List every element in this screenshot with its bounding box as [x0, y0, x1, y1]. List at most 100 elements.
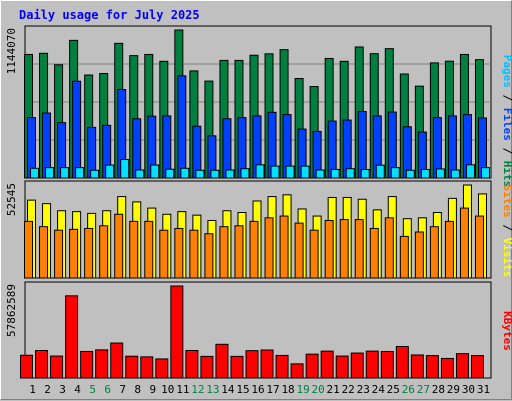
pages-bar: [270, 165, 280, 179]
day-label: 29: [447, 383, 460, 396]
day-label: 12: [191, 383, 204, 396]
pages-bar: [165, 168, 175, 179]
pages-bar: [45, 167, 55, 179]
pages-bar: [450, 169, 460, 179]
day-label: 15: [236, 383, 249, 396]
kbytes-bar: [155, 358, 169, 379]
legend-segment: /: [501, 141, 512, 161]
sites-bar: [459, 207, 469, 279]
pages-bar: [30, 167, 40, 179]
pages-bar: [465, 164, 475, 179]
legend-segment: /: [501, 218, 512, 238]
panel-3-legend: KBytes: [501, 311, 512, 351]
kbytes-bar: [140, 356, 154, 379]
panel-1-max-label: 1144070: [5, 28, 18, 74]
day-label: 8: [134, 383, 141, 396]
pages-bar: [195, 169, 205, 179]
pages-bar: [390, 167, 400, 179]
pages-bar: [135, 169, 145, 179]
sites-bar: [279, 215, 289, 279]
kbytes-bar: [290, 363, 304, 379]
pages-bar: [240, 168, 250, 179]
day-label: 21: [327, 383, 340, 396]
pages-bar: [330, 168, 340, 179]
sites-bar: [219, 226, 229, 279]
day-label: 9: [149, 383, 156, 396]
sites-bar: [99, 225, 109, 279]
day-label: 22: [342, 383, 355, 396]
sites-bar: [144, 220, 154, 279]
day-label: 10: [161, 383, 174, 396]
day-label: 2: [44, 383, 51, 396]
day-label: 7: [119, 383, 126, 396]
kbytes-bar: [95, 349, 109, 379]
day-label: 30: [462, 383, 475, 396]
pages-bar: [225, 169, 235, 179]
day-label: 19: [296, 383, 309, 396]
sites-bar: [129, 220, 139, 279]
day-label: 3: [59, 383, 66, 396]
files-bar: [72, 80, 82, 179]
sites-bar: [264, 217, 274, 279]
day-label: 18: [281, 383, 294, 396]
day-label: 5: [89, 383, 96, 396]
sites-bar: [174, 227, 184, 279]
kbytes-bar: [410, 354, 424, 379]
day-label: 17: [266, 383, 279, 396]
legend-segment: KBytes: [501, 311, 512, 351]
day-label: 11: [176, 383, 189, 396]
kbytes-bar: [350, 352, 364, 379]
kbytes-bar: [230, 355, 244, 379]
files-bar: [162, 115, 172, 179]
files-bar: [357, 111, 367, 179]
day-label: 26: [402, 383, 415, 396]
files-bar: [132, 118, 142, 179]
panel-2-legend: Sites / Visits: [501, 185, 512, 278]
files-bar: [222, 118, 232, 179]
day-label: 13: [206, 383, 219, 396]
day-label: 20: [312, 383, 325, 396]
kbytes-bar: [80, 350, 94, 379]
sites-bar: [24, 220, 34, 279]
sites-bar: [234, 225, 244, 279]
day-label: 31: [477, 383, 490, 396]
pages-bar: [180, 167, 190, 179]
sites-bar: [429, 226, 439, 279]
kbytes-bar: [50, 355, 64, 379]
pages-bar: [90, 169, 100, 179]
sites-bar: [54, 229, 64, 279]
day-label: 14: [221, 383, 235, 396]
chart-title: Daily usage for July 2025: [19, 8, 200, 22]
legend-segment: Files: [501, 108, 512, 141]
sites-bar: [309, 229, 319, 279]
pages-bar: [315, 169, 325, 179]
pages-bar: [375, 164, 385, 179]
kbytes-bar: [455, 353, 469, 379]
files-bar: [447, 115, 457, 179]
legend-segment: Pages: [501, 55, 512, 88]
sites-bar: [39, 226, 49, 279]
kbytes-bar: [200, 355, 214, 379]
legend-segment: Visits: [501, 238, 512, 278]
panel-3-max-label: 57862589: [5, 284, 18, 337]
day-label: 27: [417, 383, 430, 396]
day-label: 24: [372, 383, 386, 396]
pages-bar: [60, 167, 70, 179]
kbytes-bar: [215, 343, 229, 379]
pages-bar: [210, 169, 220, 179]
pages-bar: [405, 169, 415, 179]
kbytes-bar: [110, 342, 124, 379]
kbytes-bar: [245, 350, 259, 379]
panel-2-max-label: 52545: [5, 183, 18, 216]
pages-bar: [345, 168, 355, 179]
kbytes-bar: [380, 350, 394, 379]
pages-bar: [285, 165, 295, 179]
kbytes-bar: [260, 349, 274, 379]
pages-bar: [300, 165, 310, 179]
kbytes-bar: [170, 285, 184, 379]
sites-bar: [444, 220, 454, 279]
files-bar: [177, 75, 187, 179]
kbytes-bar: [305, 353, 319, 379]
kbytes-bar: [425, 355, 439, 379]
